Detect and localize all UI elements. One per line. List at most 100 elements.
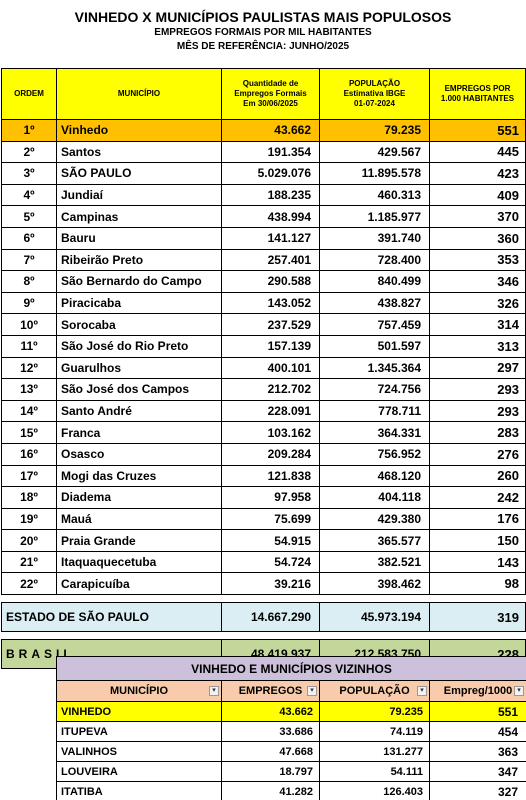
cell-empregos: 43.662 (221, 119, 320, 142)
cell-empregos: 97.958 (221, 486, 320, 509)
title-block: VINHEDO X MUNICÍPIOS PAULISTAS MAIS POPU… (0, 0, 526, 54)
col-populacao-l3: 01-07-2024 (354, 99, 395, 108)
spacer-row (1, 631, 526, 641)
table-row: 2º Santos 191.354 429.567 445 (1, 140, 526, 164)
table-row: 16º Osasco 209.284 756.952 276 (1, 442, 526, 466)
cell-empregos: 39.216 (221, 572, 320, 596)
cell-por-mil: 98 (429, 572, 526, 596)
cell-por-mil: 242 (429, 486, 526, 509)
vcol-municipio[interactable]: MUNICÍPIO ▾ (56, 680, 222, 702)
vizinhos-table: VINHEDO E MUNICÍPIOS VIZINHOS MUNICÍPIO ▾… (55, 656, 526, 800)
cell-ordem: 17º (1, 464, 57, 488)
table-row: 13º São José dos Campos 212.702 724.756 … (1, 378, 526, 401)
cell-por-mil: 353 (429, 248, 526, 272)
cell-por-mil: 313 (429, 334, 526, 358)
cell-ordem: 10º (1, 313, 57, 336)
cell-municipio: SÃO PAULO (56, 162, 222, 185)
cell-municipio: Osasco (56, 442, 222, 466)
cell-populacao: 398.462 (319, 572, 430, 596)
table-row: 1º Vinhedo 43.662 79.235 551 (1, 119, 526, 142)
cell-ordem: 8º (1, 270, 57, 293)
cell-municipio: Mauá (56, 507, 222, 531)
cell-ordem: 12º (1, 356, 57, 380)
col-empregos-l1: Quantidade de (242, 79, 299, 88)
cell-populacao: 840.499 (319, 270, 430, 293)
table-row: 12º Guarulhos 400.101 1.345.364 297 (1, 356, 526, 380)
estado-empregos: 14.667.290 (221, 602, 320, 633)
cell-empregos: 157.139 (221, 334, 320, 358)
cell-empregos: 228.091 (221, 399, 320, 423)
filter-dropdown-icon[interactable]: ▾ (417, 686, 427, 696)
cell-municipio: Piracicaba (56, 291, 222, 315)
cell-ordem: 3º (1, 162, 57, 185)
cell-por-mil: 176 (429, 507, 526, 531)
cell-empregos: 400.101 (221, 356, 320, 380)
vcol-populacao[interactable]: POPULAÇÃO ▾ (319, 680, 430, 702)
col-populacao: POPULAÇÃO Estimativa IBGE 01-07-2024 (319, 68, 430, 120)
vcol-empregos[interactable]: EMPREGOS ▾ (221, 680, 320, 702)
cell-populacao: 778.711 (319, 399, 430, 423)
col-por-mil-l2: 1.000 HABITANTES (440, 94, 515, 103)
cell-populacao: 79.235 (319, 119, 430, 142)
cell-por-mil: 314 (429, 313, 526, 336)
table-row: VALINHOS 47.668 131.277 363 (56, 741, 526, 762)
table-row: 8º São Bernardo do Campo 290.588 840.499… (1, 270, 526, 293)
table-row: 3º SÃO PAULO 5.029.076 11.895.578 423 (1, 162, 526, 185)
cell-municipio: Mogi das Cruzes (56, 464, 222, 488)
vcell-empregos: 43.662 (221, 701, 320, 722)
cell-populacao: 1.345.364 (319, 356, 430, 380)
cell-ordem: 20º (1, 529, 57, 552)
page-title: VINHEDO X MUNICÍPIOS PAULISTAS MAIS POPU… (74, 9, 452, 25)
vcell-municipio: ITUPEVA (56, 721, 222, 742)
cell-ordem: 16º (1, 442, 57, 466)
table-row: 15º Franca 103.162 364.331 283 (1, 421, 526, 444)
table-row: 5º Campinas 438.994 1.185.977 370 (1, 205, 526, 228)
vcol-empregos-label: EMPREGOS (238, 685, 303, 697)
cell-empregos: 54.915 (221, 529, 320, 552)
cell-municipio: São José dos Campos (56, 378, 222, 401)
vizinhos-title: VINHEDO E MUNICÍPIOS VIZINHOS (55, 656, 526, 681)
vcol-por-mil[interactable]: Empreg/1000 ▾ (428, 680, 526, 702)
table-row: 14º Santo André 228.091 778.711 293 (1, 399, 526, 423)
col-por-mil: EMPREGOS POR 1.000 HABITANTES (429, 68, 526, 120)
cell-por-mil: 293 (429, 378, 526, 401)
table-row: 17º Mogi das Cruzes 121.838 468.120 260 (1, 464, 526, 488)
filter-dropdown-icon[interactable]: ▾ (209, 686, 219, 696)
filter-dropdown-icon[interactable]: ▾ (307, 686, 317, 696)
table-row: 21º Itaquaquecetuba 54.724 382.521 143 (1, 550, 526, 574)
vcol-municipio-label: MUNICÍPIO (109, 685, 169, 697)
cell-municipio: Ribeirão Preto (56, 248, 222, 272)
vizinhos-header-row: MUNICÍPIO ▾ EMPREGOS ▾ POPULAÇÃO ▾ Empreg/1… (56, 680, 526, 702)
vcell-municipio: VALINHOS (56, 741, 222, 762)
cell-ordem: 21º (1, 550, 57, 574)
cell-ordem: 7º (1, 248, 57, 272)
vcell-por-mil: 454 (428, 721, 526, 742)
cell-ordem: 5º (1, 205, 57, 228)
cell-municipio: Santos (56, 140, 222, 164)
cell-populacao: 724.756 (319, 378, 430, 401)
cell-por-mil: 370 (429, 205, 526, 228)
filter-dropdown-icon[interactable]: ▾ (514, 686, 525, 696)
cell-municipio: Franca (56, 421, 222, 444)
cell-municipio: Jundiaí (56, 183, 222, 207)
cell-por-mil: 409 (429, 183, 526, 207)
cell-municipio: Vinhedo (56, 119, 222, 142)
cell-empregos: 290.588 (221, 270, 320, 293)
cell-empregos: 121.838 (221, 464, 320, 488)
cell-populacao: 11.895.578 (319, 162, 430, 185)
col-populacao-l1: POPULAÇÃO (348, 79, 401, 88)
col-ordem: ORDEM (1, 68, 57, 120)
vcell-populacao: 79.235 (319, 701, 430, 722)
cell-ordem: 14º (1, 399, 57, 423)
cell-ordem: 11º (1, 334, 57, 358)
cell-populacao: 468.120 (319, 464, 430, 488)
reference-month: MÊS DE REFERÊNCIA: JUNHO/2025 (176, 41, 350, 52)
cell-por-mil: 346 (429, 270, 526, 293)
cell-por-mil: 423 (429, 162, 526, 185)
table-row: 11º São José do Rio Preto 157.139 501.59… (1, 334, 526, 358)
cell-municipio: Diadema (56, 486, 222, 509)
spacer-cell (1, 594, 526, 604)
table-row: VINHEDO 43.662 79.235 551 (56, 701, 526, 722)
table-row: 4º Jundiaí 188.235 460.313 409 (1, 183, 526, 207)
cell-populacao: 391.740 (319, 226, 430, 250)
